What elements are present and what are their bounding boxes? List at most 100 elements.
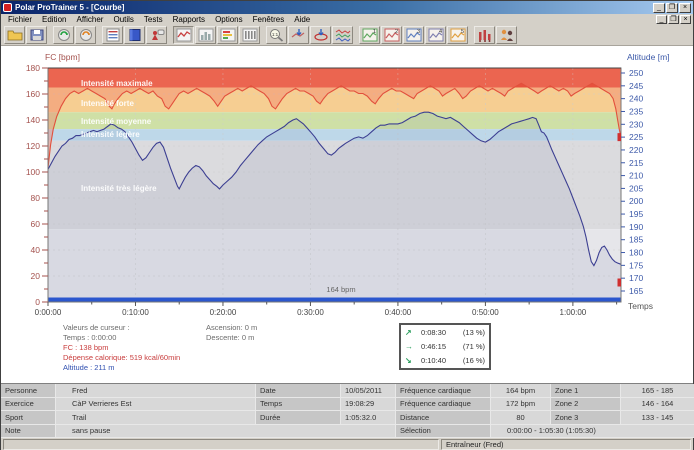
toolbar-bar-view-button[interactable] [195,26,216,44]
marker-oval-icon [313,29,328,41]
toolbar-separator [354,26,358,44]
toolbar-separator [97,26,101,44]
toolbar-exercise-book-button[interactable] [124,26,145,44]
table-value-r1c1: CàP Verrieres Est [56,397,256,411]
exercise-info-table: Personne Fred Date 10/05/2011 Fréquence card… [1,383,694,438]
zone-band [48,68,621,88]
table-value-r0c1: Fred [56,384,256,398]
zone-label: Intensité légère [81,130,140,139]
toolbar-laps-view-button[interactable] [239,26,260,44]
table-label-r2c0: Sport [1,411,56,425]
view-1-icon: 1 [362,28,377,42]
menu-aide[interactable]: Aide [294,15,311,24]
toolbar-view-3-button[interactable]: 3 [403,26,424,44]
toolbar-curve-view-button[interactable] [173,26,194,44]
left-axis-title: FC [bpm] [45,52,80,62]
cursor-values-title: Valeurs de curseur : [63,323,130,332]
title-bar[interactable]: Polar ProTrainer 5 - [Courbe] _ ❐ × [1,1,693,14]
toolbar-view-1-button[interactable]: 1 [359,26,380,44]
svg-text:140: 140 [26,115,40,125]
zone-band [48,140,621,230]
svg-text:190: 190 [629,222,643,232]
toolbar-transfer-send-button[interactable] [75,26,96,44]
svg-text:1: 1 [372,29,375,35]
ascent-value: Ascension: 0 m [206,323,258,332]
svg-text:120: 120 [26,141,40,151]
toolbar-chart-down-button[interactable] [288,26,309,44]
zones-view-icon [220,28,235,42]
menu-edition[interactable]: Edition [42,15,67,24]
transfer-send-icon [79,29,92,41]
close-button[interactable]: × [679,2,691,13]
svg-text:245: 245 [629,81,643,91]
save-icon [30,29,43,41]
zone-label: Intensité moyenne [81,117,152,126]
right-axis-title: Altitude [m] [627,52,670,62]
curve-end-marker [617,133,621,142]
hr-altitude-curve-chart[interactable]: Intensité maximale Intensité forte Intensi… [1,46,694,321]
x-axis-title: Temps [628,301,653,311]
toolbar-zoom-1-1-button[interactable]: 1:1 [266,26,287,44]
table-value-r2c5: 80 [491,411,551,425]
svg-text:20: 20 [31,271,41,281]
table-value-r1c7: 146 - 164 [621,397,694,411]
minimize-button[interactable]: _ [653,2,665,13]
toolbar-separator [261,26,265,44]
svg-text:165: 165 [629,286,643,296]
restore-button[interactable]: ❐ [666,2,678,13]
status-bar: Entraîneur (Fred) [1,438,693,450]
menu-options[interactable]: Options [215,15,243,24]
cursor-value-line-2: Dépense calorique: 519 kcal/60min [63,353,181,362]
toolbar-diary-button[interactable] [102,26,123,44]
table-label-r1c4: Fréquence cardiaque [396,397,491,411]
table-label-r0c6: Zone 1 [551,384,621,398]
menu-fenetres[interactable]: Fenêtres [252,15,285,24]
toolbar-marker-oval-button[interactable] [310,26,331,44]
status-panel-left [3,439,439,450]
menu-rapports[interactable]: Rapports [172,15,206,24]
chart-down-icon [291,29,304,38]
child-minimize-button[interactable]: _ [656,15,667,24]
svg-text:160: 160 [26,89,40,99]
toolbar-view-2-button[interactable]: 2 [381,26,402,44]
toolbar-view-5-button[interactable]: 5 [447,26,468,44]
svg-text:180: 180 [26,63,40,73]
selection-bar[interactable] [48,297,621,303]
curve-view-icon [176,28,191,42]
svg-text:4: 4 [438,29,441,35]
heart-rate-fill [48,112,621,302]
diary-icon [106,28,119,42]
toolbar-save-button[interactable] [26,26,47,44]
toolbar-transfer-receive-button[interactable] [53,26,74,44]
toolbar-multi-curves-button[interactable] [332,26,353,44]
table-label-r3c0: Note [1,424,56,438]
toolbar-group-report-button[interactable] [474,26,495,44]
menu-tests[interactable]: Tests [143,15,163,24]
svg-text:205: 205 [629,183,643,193]
toolbar-trainer-button[interactable] [496,26,517,44]
toolbar-view-4-button[interactable]: 4 [425,26,446,44]
child-restore-button[interactable]: ❐ [668,15,679,24]
open-icon [7,30,22,41]
table-value-r2c7: 133 - 145 [621,411,694,425]
svg-text:5: 5 [460,29,463,35]
svg-text:215: 215 [629,158,643,168]
x-tick-label: 0:40:00 [385,308,412,317]
svg-text:2: 2 [394,29,397,35]
app-icon [3,3,12,12]
group-report-icon [478,30,490,42]
legend-row-0: ↗ 0:08:30 (13 %) [405,328,485,337]
svg-text:170: 170 [629,273,643,283]
zone-band [48,87,621,113]
toolbar-open-button[interactable] [4,26,25,44]
legend-row-1: → 0:46:15 (71 %) [405,342,485,351]
toolbar-zones-view-button[interactable] [217,26,238,44]
toolbar-person-info-button[interactable] [146,26,167,44]
menu-outils[interactable]: Outils [113,15,134,24]
menu-afficher[interactable]: Afficher [76,15,104,24]
menu-fichier[interactable]: Fichier [8,15,33,24]
table-label-r1c2: Temps [256,397,341,411]
table-value-r0c5: 164 bpm [491,384,551,398]
child-close-button[interactable]: × [680,15,691,24]
view-5-icon: 5 [450,28,465,42]
